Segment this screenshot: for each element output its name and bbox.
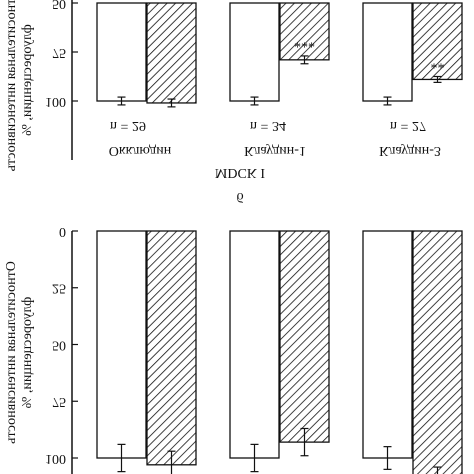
bar xyxy=(229,2,280,102)
y-tick-label: 100 xyxy=(45,94,66,109)
bar xyxy=(96,230,147,459)
n-label: n = 29 xyxy=(110,118,146,133)
y-axis-label: Относительная интенсивность xyxy=(4,261,19,444)
category-label: Окклюдин xyxy=(109,143,172,158)
value-label: *** xyxy=(294,35,315,50)
bar xyxy=(229,230,280,459)
y-axis-label: флуоресценции, % xyxy=(20,24,35,136)
y-tick-label: 50 xyxy=(52,0,66,11)
y-tick-label: 100 xyxy=(45,451,66,466)
y-tick-label: 25 xyxy=(52,281,66,296)
bar xyxy=(146,2,197,104)
bar xyxy=(362,230,413,459)
y-axis-label: флуоресценции, % xyxy=(20,297,35,409)
bar xyxy=(362,2,413,102)
y-axis-label: Относительная интенсивность xyxy=(4,0,19,171)
n-label: n = 34 xyxy=(250,118,286,133)
category-label: Клаудин-1 xyxy=(244,143,306,158)
bar xyxy=(96,2,147,102)
category-label: Клаудин-3 xyxy=(379,143,441,158)
bar xyxy=(279,2,330,61)
bar xyxy=(279,230,330,443)
bar xyxy=(412,230,463,474)
y-tick-label: 75 xyxy=(52,394,66,409)
y-tick-label: 50 xyxy=(52,337,66,352)
bar xyxy=(146,230,197,466)
y-tick-label: 75 xyxy=(52,45,66,60)
panel-label: б xyxy=(236,189,243,204)
n-label: n = 27 xyxy=(390,118,426,133)
value-label: ** xyxy=(431,55,445,70)
y-tick-label: 0 xyxy=(59,224,66,239)
group-label: MDCK I xyxy=(215,165,266,180)
